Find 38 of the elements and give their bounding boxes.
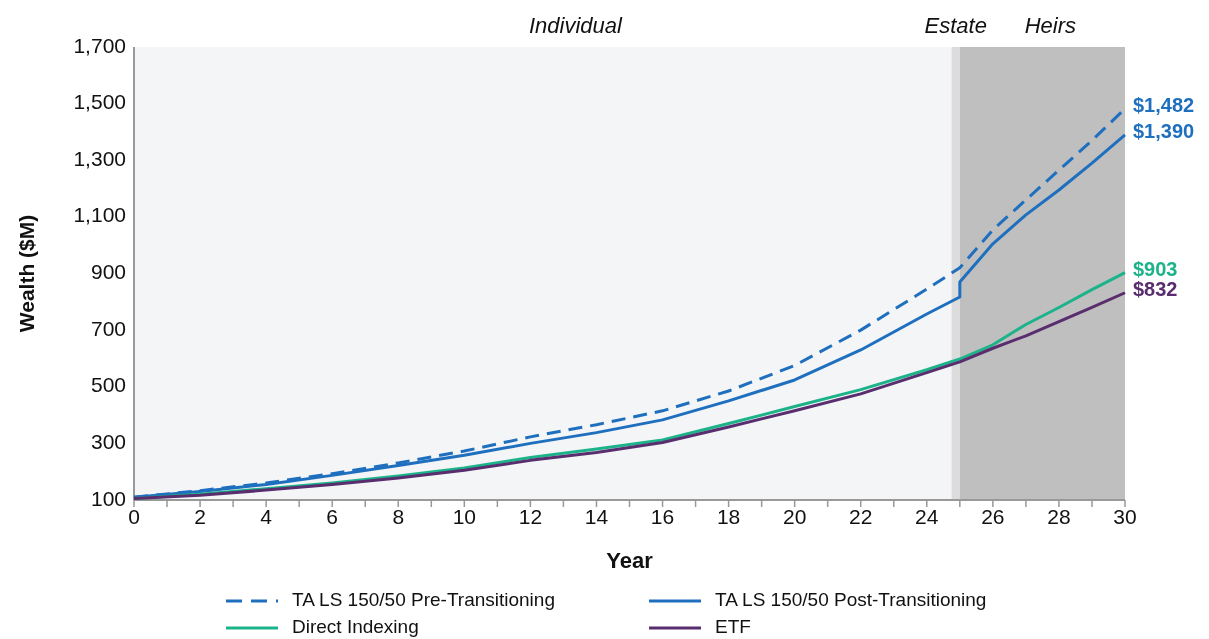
data-label: $1,482 [1133,94,1195,116]
y-axis-title: Wealth ($M) [15,214,38,333]
band-label: Individual [529,13,624,38]
x-tick-label: 12 [518,505,543,528]
legend-label: TA LS 150/50 Post-Transitioning [715,589,987,611]
data-label: $832 [1133,278,1178,301]
data-label: $903 [1133,257,1178,280]
legend-label: ETF [715,616,751,638]
x-tick-label: 14 [584,505,609,528]
y-tick-label: 700 [90,316,126,340]
x-tick-label: 30 [1113,505,1137,528]
legend-label: Direct Indexing [292,616,419,638]
y-tick-label: 1,100 [73,203,126,227]
y-tick-label: 1,300 [73,146,126,170]
x-tick-label: 8 [392,505,405,528]
x-tick-label: 18 [716,505,741,528]
x-tick-label: 10 [452,505,477,528]
x-tick-label: 22 [849,505,873,528]
y-tick-label: 500 [90,373,126,397]
x-tick-label: 4 [260,505,273,528]
data-label: $1,390 [1133,120,1195,143]
band-label: Heirs [1024,13,1077,38]
y-tick-label: 1,500 [73,90,126,114]
x-tick-label: 20 [782,505,807,528]
legend-label: TA LS 150/50 Pre-Transitioning [292,589,555,611]
y-tick-label: 900 [90,260,126,284]
x-tick-label: 16 [650,505,675,528]
x-tick-label: 2 [194,505,206,528]
band-label: Estate [924,13,987,38]
y-tick-label: 1,700 [73,33,126,57]
x-tick-label: 6 [326,505,339,528]
y-tick-label: 300 [90,429,126,453]
x-axis-title: Year [606,548,654,573]
x-tick-label: 26 [981,505,1005,528]
y-tick-label: 100 [90,486,126,510]
x-tick-label: 0 [128,505,140,528]
x-tick-label: 24 [915,505,939,528]
x-tick-label: 28 [1047,505,1071,528]
